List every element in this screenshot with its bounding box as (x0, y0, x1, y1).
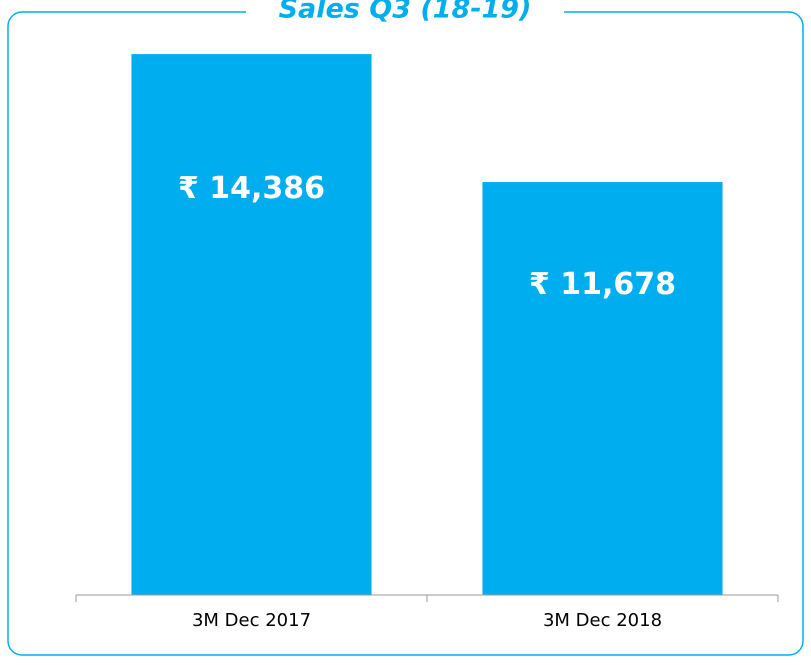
x-tick-label: 3M Dec 2018 (543, 610, 662, 631)
x-tick-label: 3M Dec 2017 (192, 610, 311, 631)
value-label: ₹ 14,386 (178, 171, 325, 206)
chart-title: Sales Q3 (18-19) (279, 0, 532, 25)
bar (131, 54, 372, 596)
bar (482, 182, 723, 595)
value-label: ₹ 11,678 (529, 267, 676, 302)
title-gap (246, 0, 564, 26)
